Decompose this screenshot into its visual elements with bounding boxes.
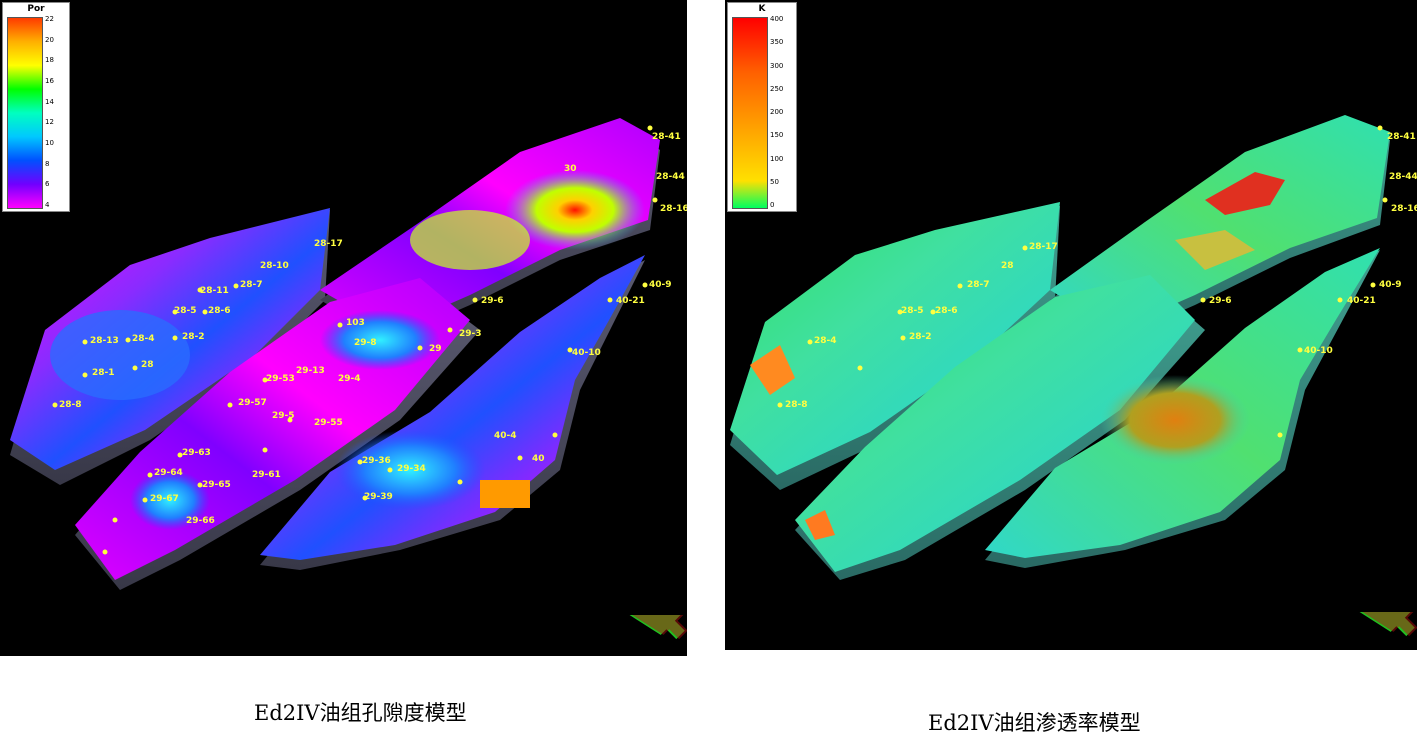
legend-title: Por xyxy=(27,4,45,14)
well-label: 28-16 xyxy=(1391,204,1417,214)
well-label: 29-5 xyxy=(272,411,295,421)
legend-tick-label: 16 xyxy=(45,77,54,85)
legend-tick-label: 400 xyxy=(770,15,784,23)
legend-color-bar xyxy=(732,17,768,209)
legend-title: K xyxy=(758,4,766,14)
well-label: 28-7 xyxy=(240,280,263,290)
well-label: 29-57 xyxy=(238,398,267,408)
well-label: 28-6 xyxy=(935,306,958,316)
well-label: 29-63 xyxy=(182,448,211,458)
well-label: 40-21 xyxy=(1347,296,1376,306)
well-label: 40-10 xyxy=(1304,346,1333,356)
well-label: 28-11 xyxy=(200,286,229,296)
well-label: 29-39 xyxy=(364,492,393,502)
north-arrow-icon xyxy=(629,615,687,640)
legend-tick-label: 14 xyxy=(45,97,54,106)
well-label: 28-8 xyxy=(59,400,82,410)
permeability-3d-scene[interactable]: 28 28-7 28-5 28-6 28-4 28-2 28-8 40-10 40-2140-9… xyxy=(725,0,1417,650)
legend-tick-label: 12 xyxy=(45,118,54,127)
well-label: 28-17 xyxy=(1029,242,1058,252)
well-label: 28-4 xyxy=(132,334,155,344)
permeability-well-markers xyxy=(777,125,1388,438)
well-label: 28-13 xyxy=(90,336,119,346)
well-label: 28-6 xyxy=(208,306,231,316)
well-label: 29-34 xyxy=(397,464,426,474)
well-label: 103 xyxy=(346,318,365,328)
well-label: 29-36 xyxy=(362,456,391,466)
legend-tick-label: 0 xyxy=(770,201,775,209)
well-label: 29-6 xyxy=(481,296,504,306)
well-label: 29-67 xyxy=(150,494,179,504)
well-label: 28-2 xyxy=(182,332,205,342)
permeability-color-legend: K 400 350 300 250 200 150 100 50 0 xyxy=(727,2,797,212)
legend-tick-label: 6 xyxy=(45,180,50,189)
legend-tick-label: 100 xyxy=(770,154,784,163)
well-label: 29-61 xyxy=(252,470,281,480)
legend-tick-label: 10 xyxy=(45,139,54,147)
well-label: 28-44 xyxy=(1389,172,1417,182)
legend-tick-label: 4 xyxy=(45,201,50,209)
well-label: 29-4 xyxy=(338,374,361,384)
well-label: 30 xyxy=(564,164,577,174)
well-label: 28-41 xyxy=(1387,132,1416,142)
well-label: 29-6 xyxy=(1209,296,1232,306)
well-label: 28-1 xyxy=(92,368,115,378)
legend-tick-label: 350 xyxy=(770,38,784,47)
well-label: 28-17 xyxy=(314,239,343,249)
legend-tick-label: 8 xyxy=(45,159,50,168)
north-arrow-icon xyxy=(1359,612,1417,637)
legend-tick-label: 18 xyxy=(45,56,54,65)
legend-tick-label: 200 xyxy=(770,108,784,116)
well-label: 29-3 xyxy=(459,329,482,339)
well-label: 29-53 xyxy=(266,374,295,384)
permeability-well-labels: 28 28-7 28-5 28-6 28-4 28-2 28-8 40-10 40-2140-9… xyxy=(785,132,1417,410)
legend-tick-label: 250 xyxy=(770,84,784,93)
porosity-caption: Ed2IV油组孔隙度模型 xyxy=(254,701,467,725)
well-label: 40 xyxy=(532,454,545,464)
well-label: 40-21 xyxy=(616,296,645,306)
well-label: 29-55 xyxy=(314,418,343,428)
porosity-color-legend: Por 22 20 18 16 14 12 10 8 6 4 xyxy=(2,2,70,212)
legend-tick-label: 20 xyxy=(45,35,54,44)
well-label: 29 xyxy=(429,344,442,354)
well-label: 28-8 xyxy=(785,400,808,410)
well-label: 28-2 xyxy=(909,332,932,342)
legend-tick-label: 50 xyxy=(770,177,779,186)
legend-tick-label: 150 xyxy=(770,131,784,140)
well-label: 28-4 xyxy=(814,336,837,346)
porosity-well-markers xyxy=(52,125,658,555)
well-label: 28-41 xyxy=(652,132,681,142)
well-label: 40-4 xyxy=(494,431,517,441)
well-label: 28-10 xyxy=(260,261,289,271)
well-label: 28-5 xyxy=(901,306,924,316)
well-label: 40-9 xyxy=(649,280,672,290)
legend-color-bar xyxy=(7,17,43,209)
well-label: 29-64 xyxy=(154,468,183,478)
permeability-model-view[interactable]: 28 28-7 28-5 28-6 28-4 28-2 28-8 40-10 40-21 40-9… xyxy=(725,0,1417,650)
well-label: 28-5 xyxy=(174,306,197,316)
well-label: 28-7 xyxy=(967,280,990,290)
well-label: 29-8 xyxy=(354,338,377,348)
well-label: 28 xyxy=(141,360,154,370)
permeability-caption: Ed2IV油组渗透率模型 xyxy=(928,711,1141,735)
well-label: 29-66 xyxy=(186,516,215,526)
well-label: 29-65 xyxy=(202,480,231,490)
well-label: 28 xyxy=(1001,261,1014,271)
well-label: 40-9 xyxy=(1379,280,1402,290)
well-label: 28-44 xyxy=(656,172,685,182)
well-label: 29-13 xyxy=(296,366,325,376)
legend-tick-label: 300 xyxy=(770,61,784,70)
well-label: 40-10 xyxy=(572,348,601,358)
porosity-3d-scene[interactable]: 28-11 28-10 28-7 28-5 28-6 28-13 28-4 28-2 28 28-… xyxy=(0,0,687,656)
legend-tick-label: 22 xyxy=(45,15,54,23)
porosity-model-view[interactable]: 28-11 28-10 28-7 28-5 28-6 28-13 28-4 28-2 28 28-… xyxy=(0,0,687,656)
porosity-well-labels: 28-11 28-10 28-7 28-5 28-6 28-13 28-4 28-2 28 28-… xyxy=(59,132,687,526)
well-label: 28-16 xyxy=(660,204,687,214)
